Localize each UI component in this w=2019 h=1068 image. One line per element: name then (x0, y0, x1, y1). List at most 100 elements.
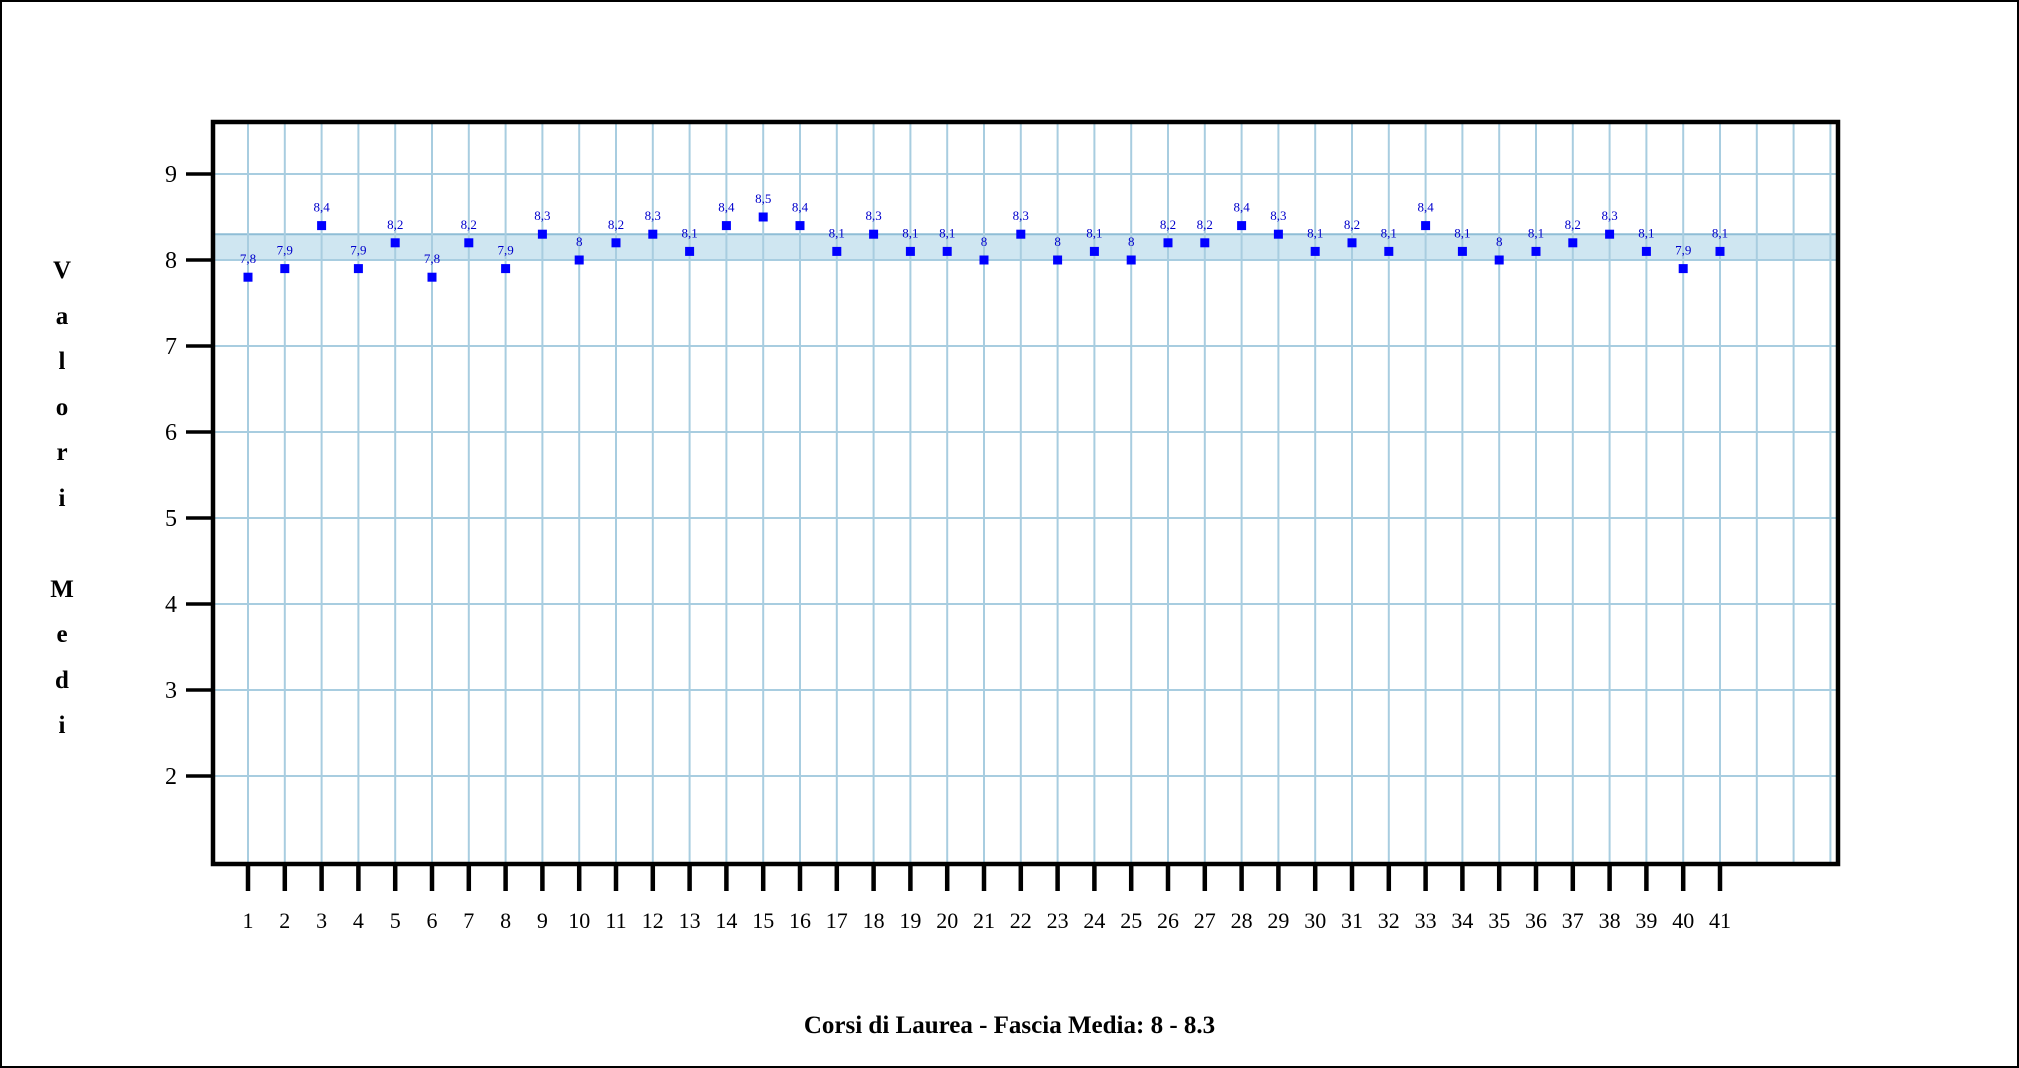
y-tick-label: 2 (165, 764, 177, 790)
data-points: 7,8 7,9 8,4 7,9 8,2 7,8 8,2 7,9 8,3 8 8,2 8,3 8,1 8,4… (240, 191, 1728, 282)
x-tick-label: 31 (1341, 908, 1363, 933)
grid-layer (213, 122, 1838, 864)
y-tick-label: 4 (165, 592, 177, 618)
x-axis-ticks: 1 2 3 4 5 6 7 8 9 10 11 12 13 14 15 16 17 18 19 20 21 22 23 24 2… (243, 864, 1731, 933)
data-point (390, 238, 400, 248)
data-point (1016, 229, 1026, 239)
data-label: 8,4 (313, 200, 330, 215)
x-tick-label: 5 (390, 908, 401, 933)
x-tick-label: 39 (1635, 908, 1657, 933)
chart-title: Corsi di Laurea - Fascia Media: 8 - 8.3 (803, 1012, 1216, 1039)
data-label: 8,3 (1601, 208, 1617, 223)
x-tick-label: 15 (752, 908, 774, 933)
data-point (1531, 246, 1541, 256)
x-tick-label: 9 (537, 908, 548, 933)
x-tick-label: 7 (463, 908, 474, 933)
y-axis-label-letter: i (58, 712, 66, 739)
data-point (1457, 246, 1467, 256)
x-tick-label: 21 (973, 908, 995, 933)
data-point (942, 246, 952, 256)
data-label: 8,1 (939, 225, 955, 240)
x-tick-label: 13 (679, 908, 701, 933)
data-point (317, 221, 327, 231)
data-label: 8 (1496, 234, 1503, 249)
data-point (1126, 255, 1136, 265)
data-label: 7,8 (424, 251, 440, 266)
data-point (758, 212, 768, 222)
y-axis-label-letter: i (58, 484, 66, 512)
x-tick-label: 27 (1194, 908, 1216, 933)
data-point (979, 255, 989, 265)
data-label: 8,4 (718, 200, 735, 215)
x-tick-label: 33 (1415, 908, 1437, 933)
data-label: 8 (981, 234, 988, 249)
x-tick-label: 1 (243, 908, 254, 933)
data-point (1421, 221, 1431, 231)
data-label: 8,1 (1454, 225, 1470, 240)
data-label: 8,2 (387, 217, 403, 232)
data-label: 7,9 (1675, 243, 1691, 258)
data-label: 7,9 (350, 243, 366, 258)
data-label: 8 (576, 234, 583, 249)
x-tick-label: 16 (789, 908, 811, 933)
x-tick-label: 23 (1047, 908, 1069, 933)
data-label: 8,1 (1086, 225, 1102, 240)
y-axis-label-letter: V (52, 257, 72, 284)
x-tick-label: 40 (1672, 908, 1694, 933)
data-point (1089, 246, 1099, 256)
y-axis-label-letter: e (56, 621, 68, 648)
data-point (1384, 246, 1394, 256)
x-tick-label: 3 (316, 908, 327, 933)
data-point (427, 272, 437, 282)
data-point (905, 246, 915, 256)
data-point (832, 246, 842, 256)
x-tick-label: 35 (1488, 908, 1510, 933)
data-label: 8,3 (645, 208, 661, 223)
data-point (685, 246, 695, 256)
data-point (1715, 246, 1725, 256)
data-label: 8,2 (1565, 217, 1581, 232)
x-tick-label: 26 (1157, 908, 1179, 933)
data-point (869, 229, 879, 239)
y-tick-label: 6 (165, 420, 177, 446)
band-layer (213, 233, 1838, 261)
data-point (1641, 246, 1651, 256)
data-label: 8,1 (1638, 225, 1654, 240)
x-tick-label: 14 (715, 908, 737, 933)
y-tick-label: 8 (165, 248, 177, 274)
data-label: 8,4 (792, 200, 809, 215)
data-point (1568, 238, 1578, 248)
data-point (464, 238, 474, 248)
data-label: 7,9 (277, 243, 293, 258)
x-tick-label: 32 (1378, 908, 1400, 933)
data-label: 8,1 (1712, 225, 1728, 240)
data-point (537, 229, 547, 239)
data-label: 8,1 (681, 225, 697, 240)
data-label: 8,5 (755, 191, 771, 206)
y-tick-label: 5 (165, 506, 177, 532)
data-point (1237, 221, 1247, 231)
data-point (1678, 264, 1688, 274)
x-tick-label: 25 (1120, 908, 1142, 933)
y-tick-label: 9 (165, 162, 177, 188)
data-label: 8 (1128, 234, 1135, 249)
x-tick-label: 38 (1599, 908, 1621, 933)
data-label: 8,4 (1233, 200, 1250, 215)
x-tick-label: 18 (863, 908, 885, 933)
data-label: 8,3 (1013, 208, 1029, 223)
data-point (1273, 229, 1283, 239)
data-point (1310, 246, 1320, 256)
data-point (1200, 238, 1210, 248)
data-point (353, 264, 363, 274)
data-label: 7,8 (240, 251, 256, 266)
data-point (1163, 238, 1173, 248)
x-tick-label: 6 (427, 908, 438, 933)
x-tick-label: 17 (826, 908, 848, 933)
y-axis-ticks: 2 3 4 5 6 7 8 9 (165, 162, 213, 790)
x-tick-label: 8 (500, 908, 511, 933)
data-label: 8,2 (1160, 217, 1176, 232)
